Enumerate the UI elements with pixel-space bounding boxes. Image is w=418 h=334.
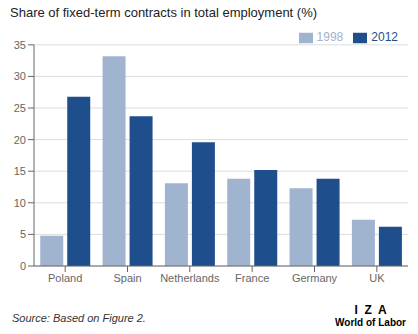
svg-text:15: 15 xyxy=(14,165,26,177)
svg-text:25: 25 xyxy=(14,102,26,114)
html-text:1998: 1998 xyxy=(316,30,344,44)
html-text:Share of fixed-term contracts: Share of fixed-term contracts in total e… xyxy=(10,5,318,20)
svg-text:Netherlands: Netherlands xyxy=(160,272,220,284)
svg-text:35: 35 xyxy=(14,39,26,51)
html-text:Source: Based on Figure 2.: Source: Based on Figure 2. xyxy=(12,312,146,324)
svg-text:France: France xyxy=(235,272,269,284)
svg-text:5: 5 xyxy=(20,228,26,240)
svg-text:Spain: Spain xyxy=(113,272,141,284)
svg-text:Poland: Poland xyxy=(48,272,82,284)
svg-text:UK: UK xyxy=(369,272,385,284)
html-text:World of Labor: World of Labor xyxy=(335,317,406,328)
svg-text:Germany: Germany xyxy=(292,272,338,284)
svg-text:20: 20 xyxy=(14,134,26,146)
html-text:I Z A: I Z A xyxy=(354,303,387,317)
svg-text:30: 30 xyxy=(14,70,26,82)
svg-text:10: 10 xyxy=(14,197,26,209)
svg-text:0: 0 xyxy=(20,260,26,272)
html-text:2012: 2012 xyxy=(371,30,398,44)
